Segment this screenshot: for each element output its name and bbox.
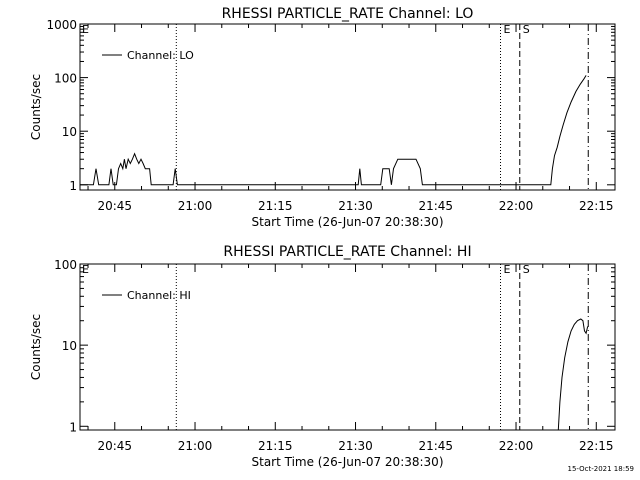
y-tick-label: 10 <box>62 339 77 353</box>
x-tick-label: 21:45 <box>418 439 453 453</box>
x-tick-label: 21:30 <box>338 439 373 453</box>
x-tick-label: 20:45 <box>97 439 132 453</box>
x-axis-label: Start Time (26-Jun-07 20:38:30) <box>252 455 444 469</box>
x-tick-label: 22:00 <box>499 439 534 453</box>
x-tick-label: 21:00 <box>178 439 213 453</box>
y-tick-label: 1 <box>69 179 77 193</box>
x-tick-label: 21:15 <box>258 199 293 213</box>
event-marker-label: S <box>523 23 530 36</box>
plot-frame <box>79 23 616 191</box>
event-marker-label: E <box>82 263 89 276</box>
series-line <box>80 75 587 186</box>
event-marker-label: S <box>523 263 530 276</box>
legend-label: Channel: HI <box>127 289 191 302</box>
chart-title: RHESSI PARTICLE_RATE Channel: LO <box>222 6 474 22</box>
x-tick-label: 22:00 <box>499 199 534 213</box>
y-tick-label: 100 <box>54 72 77 86</box>
generation-timestamp: 15-Oct-2021 18:59 <box>567 465 634 473</box>
plot-frame <box>79 263 616 431</box>
chart-title: RHESSI PARTICLE_RATE Channel: HI <box>223 244 471 260</box>
x-tick-label: 21:30 <box>338 199 373 213</box>
x-tick-label: 21:15 <box>258 439 293 453</box>
x-tick-label: 20:45 <box>97 199 132 213</box>
x-tick-label: 22:15 <box>579 199 614 213</box>
y-axis-label: Counts/sec <box>29 314 43 380</box>
legend-label: Channel: LO <box>127 49 194 62</box>
x-axis-label: Start Time (26-Jun-07 20:38:30) <box>252 215 444 229</box>
event-marker-label: E <box>82 23 89 36</box>
y-tick-label: 1000 <box>46 18 77 32</box>
y-axis-label: Counts/sec <box>29 74 43 140</box>
x-tick-label: 21:45 <box>418 199 453 213</box>
x-tick-label: 22:15 <box>579 439 614 453</box>
x-tick-label: 21:00 <box>178 199 213 213</box>
chart-panel-1: RHESSI PARTICLE_RATE Channel: LO 1 10 100 10… <box>29 6 616 229</box>
event-marker-label: E <box>504 263 511 276</box>
event-marker-label: E <box>504 23 511 36</box>
y-tick-label: 100 <box>54 258 77 272</box>
y-tick-label: 1 <box>69 420 77 434</box>
y-tick-label: 10 <box>62 125 77 139</box>
series-line <box>557 318 589 430</box>
chart-panel-2: RHESSI PARTICLE_RATE Channel: HI 1 10 100 20… <box>29 244 616 469</box>
